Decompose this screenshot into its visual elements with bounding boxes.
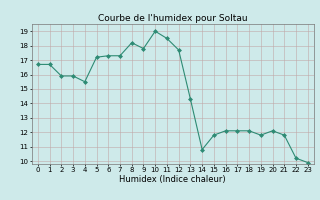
Title: Courbe de l'humidex pour Soltau: Courbe de l'humidex pour Soltau [98, 14, 248, 23]
X-axis label: Humidex (Indice chaleur): Humidex (Indice chaleur) [119, 175, 226, 184]
